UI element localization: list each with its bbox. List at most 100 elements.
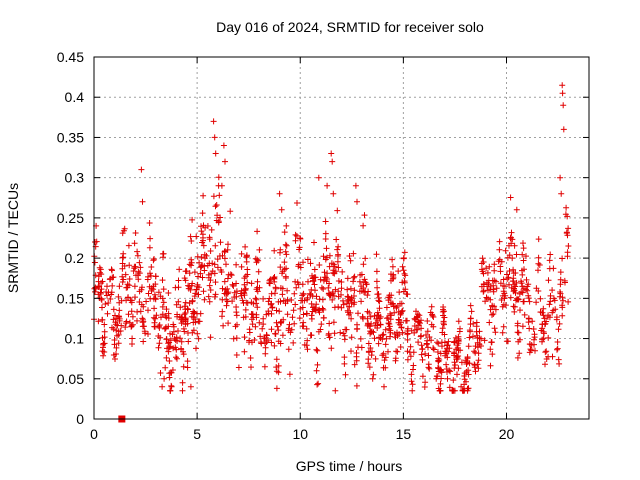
- data-point: [523, 276, 530, 283]
- data-point: [404, 336, 411, 343]
- data-point: [311, 239, 317, 246]
- data-point: [377, 321, 384, 328]
- data-point: [269, 304, 276, 311]
- data-point: [308, 300, 315, 307]
- data-point: [382, 326, 389, 333]
- data-point: [124, 284, 131, 291]
- data-point: [131, 283, 138, 290]
- data-point: [372, 355, 379, 362]
- data-point: [451, 350, 458, 357]
- data-point: [478, 266, 485, 273]
- data-point: [262, 350, 269, 357]
- data-point: [259, 325, 266, 332]
- data-point: [386, 294, 393, 301]
- data-point: [519, 251, 526, 258]
- data-point: [183, 268, 190, 275]
- data-point: [381, 383, 387, 390]
- data-point: [543, 348, 550, 355]
- data-point: [291, 290, 298, 297]
- data-point: [525, 295, 532, 302]
- data-point: [430, 345, 437, 352]
- data-point: [198, 263, 205, 270]
- x-axis-label: GPS time / hours: [296, 458, 403, 474]
- data-point: [383, 304, 390, 311]
- data-point: [311, 281, 318, 288]
- data-point: [324, 270, 331, 277]
- data-point: [115, 340, 122, 347]
- data-point: [301, 341, 308, 348]
- x-tick-label: 0: [90, 426, 98, 442]
- data-point: [151, 323, 158, 330]
- data-point: [346, 253, 353, 259]
- data-point: [370, 371, 377, 378]
- data-point: [353, 353, 360, 360]
- data-point: [433, 373, 440, 380]
- data-point: [479, 255, 486, 262]
- data-point: [358, 283, 365, 290]
- data-point: [104, 310, 111, 317]
- data-point: [342, 371, 349, 378]
- data-point: [307, 332, 314, 339]
- data-point: [486, 319, 493, 326]
- data-point: [373, 278, 380, 285]
- data-point: [324, 254, 330, 261]
- data-point: [129, 335, 136, 342]
- data-point: [190, 319, 197, 326]
- data-point: [307, 260, 314, 267]
- data-point: [181, 311, 188, 318]
- data-point: [278, 206, 285, 213]
- data-point: [487, 362, 494, 369]
- data-point: [410, 366, 416, 373]
- data-point: [165, 348, 172, 355]
- data-point: [547, 298, 554, 305]
- data-point: [197, 310, 204, 317]
- data-point: [137, 308, 144, 315]
- data-point: [205, 293, 212, 300]
- chart-title: Day 016 of 2024, SRMTID for receiver sol…: [216, 19, 484, 35]
- data-point: [194, 330, 201, 337]
- data-point: [510, 266, 517, 273]
- data-point: [467, 315, 474, 322]
- data-point: [319, 305, 326, 312]
- data-point: [199, 239, 206, 246]
- data-point: [221, 278, 228, 285]
- data-point: [92, 239, 98, 245]
- data-point: [374, 309, 381, 316]
- data-point: [266, 280, 273, 287]
- data-point: [260, 295, 267, 302]
- data-point: [338, 304, 345, 311]
- data-point: [189, 280, 196, 287]
- data-point: [95, 318, 102, 325]
- data-point: [367, 313, 374, 320]
- data-point: [227, 271, 234, 278]
- data-point: [146, 244, 153, 251]
- plot-frame: [93, 56, 590, 420]
- data-point: [364, 292, 371, 299]
- data-point: [273, 307, 280, 314]
- data-point: [360, 261, 367, 268]
- data-point: [458, 359, 465, 366]
- data-point: [136, 288, 143, 295]
- data-point: [369, 375, 376, 382]
- data-point: [391, 309, 398, 316]
- data-point: [311, 266, 318, 273]
- data-point: [139, 284, 145, 291]
- data-point: [276, 190, 283, 197]
- data-point: [215, 174, 222, 181]
- data-point: [114, 322, 121, 329]
- data-point: [123, 318, 130, 325]
- data-point: [177, 304, 184, 311]
- data-point: [277, 246, 284, 253]
- data-point: [244, 271, 251, 278]
- data-point: [531, 331, 538, 338]
- data-point: [450, 377, 457, 384]
- data-point: [362, 279, 369, 286]
- data-point: [151, 291, 158, 298]
- data-point: [330, 261, 337, 268]
- y-tick-label: 0.4: [65, 89, 85, 105]
- data-point: [556, 320, 563, 327]
- data-point: [157, 370, 164, 376]
- data-point: [224, 290, 231, 297]
- data-point: [174, 313, 181, 320]
- data-point: [374, 291, 381, 298]
